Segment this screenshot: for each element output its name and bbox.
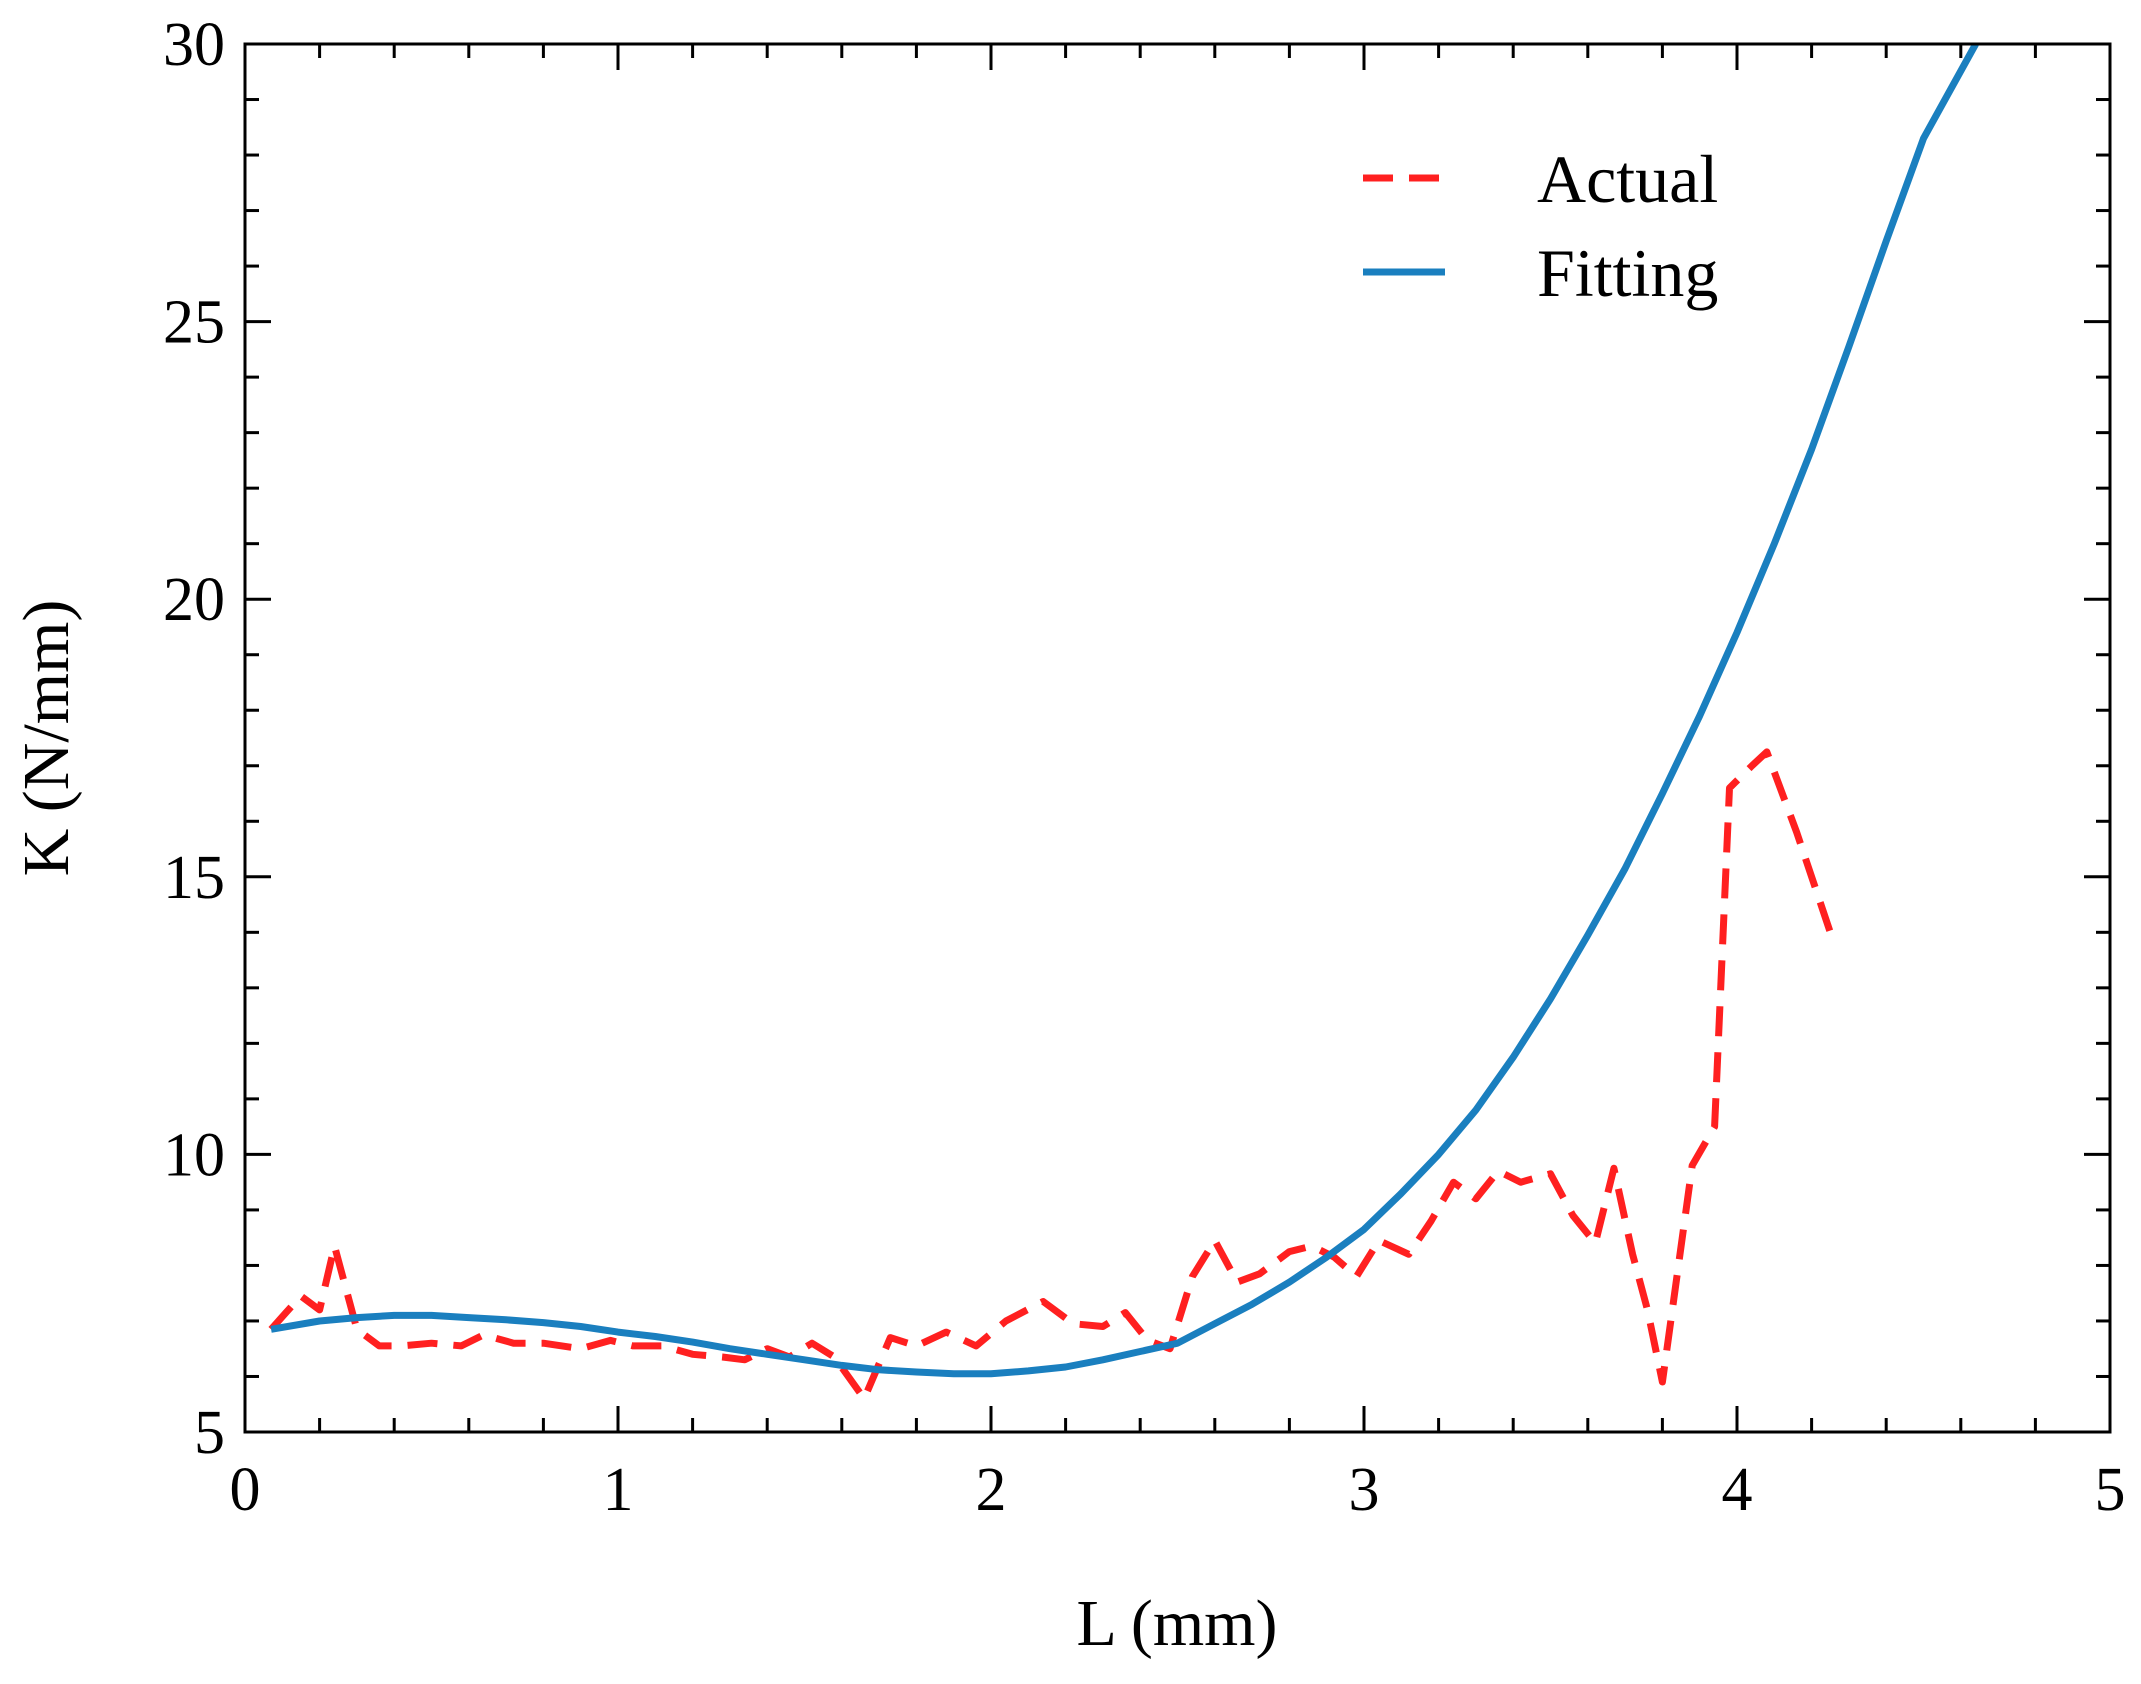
- x-tick-label: 1: [603, 1456, 634, 1524]
- y-tick-label: 25: [163, 289, 225, 357]
- y-tick-label: 20: [163, 566, 225, 634]
- x-tick-label: 2: [976, 1456, 1007, 1524]
- series-line-actual: [268, 748, 1838, 1403]
- legend-label-actual: Actual: [1537, 141, 1718, 217]
- y-tick-label: 5: [194, 1399, 225, 1467]
- x-tick-label: 3: [1349, 1456, 1380, 1524]
- x-tick-label: 5: [2095, 1456, 2126, 1524]
- x-tick-label: 0: [230, 1456, 261, 1524]
- series-layer: [268, 44, 1979, 1403]
- legend: Actual Fitting: [1363, 141, 1718, 311]
- series-line-fitting: [270, 44, 1979, 1378]
- x-tick-label: 4: [1722, 1456, 1753, 1524]
- plot-frame: [243, 42, 2112, 1434]
- y-tick-label: 10: [163, 1121, 225, 1189]
- y-axis-title: K (N/mm): [10, 600, 83, 877]
- axes-layer: 0 1 2 3 4 5 5 10 15 20 25 30: [163, 11, 2126, 1524]
- y-tick-label: 15: [163, 844, 225, 912]
- x-axis-title: L (mm): [1077, 1587, 1278, 1660]
- y-tick-label: 30: [163, 11, 225, 79]
- legend-label-fitting: Fitting: [1537, 235, 1718, 311]
